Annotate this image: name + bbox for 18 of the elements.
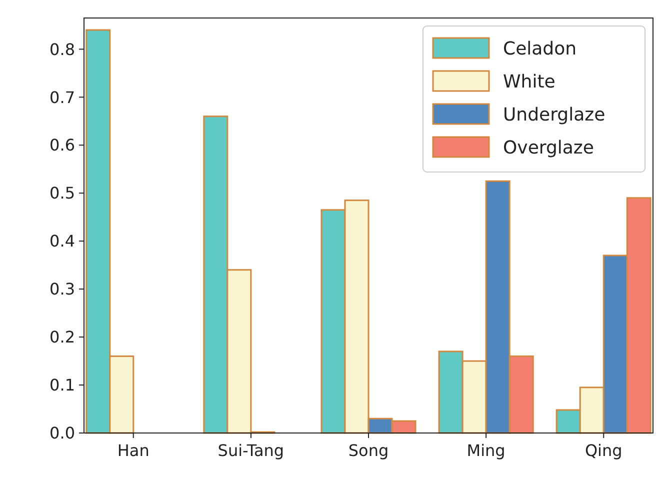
x-tick-label: Song <box>348 441 389 460</box>
x-tick-label: Sui-Tang <box>218 441 284 460</box>
y-tick-label: 0.1 <box>50 376 75 395</box>
legend-label: White <box>503 71 556 92</box>
x-tick-label: Han <box>117 441 150 460</box>
legend-label: Underglaze <box>503 104 606 126</box>
legend-label: Overglaze <box>503 137 594 158</box>
x-tick-label: Qing <box>584 441 622 460</box>
y-tick-label: 0.2 <box>50 328 75 347</box>
x-tick-label: Ming <box>466 441 506 460</box>
y-tick-label: 0.0 <box>50 424 75 443</box>
y-tick-label: 0.3 <box>50 280 75 299</box>
y-tick-label: 0.7 <box>50 88 75 107</box>
y-tick-label: 0.6 <box>50 136 75 155</box>
y-tick-label: 0.8 <box>50 40 75 59</box>
y-tick-label: 0.4 <box>50 232 75 251</box>
legend-label: Celadon <box>503 38 577 60</box>
y-tick-label: 0.5 <box>50 184 75 203</box>
